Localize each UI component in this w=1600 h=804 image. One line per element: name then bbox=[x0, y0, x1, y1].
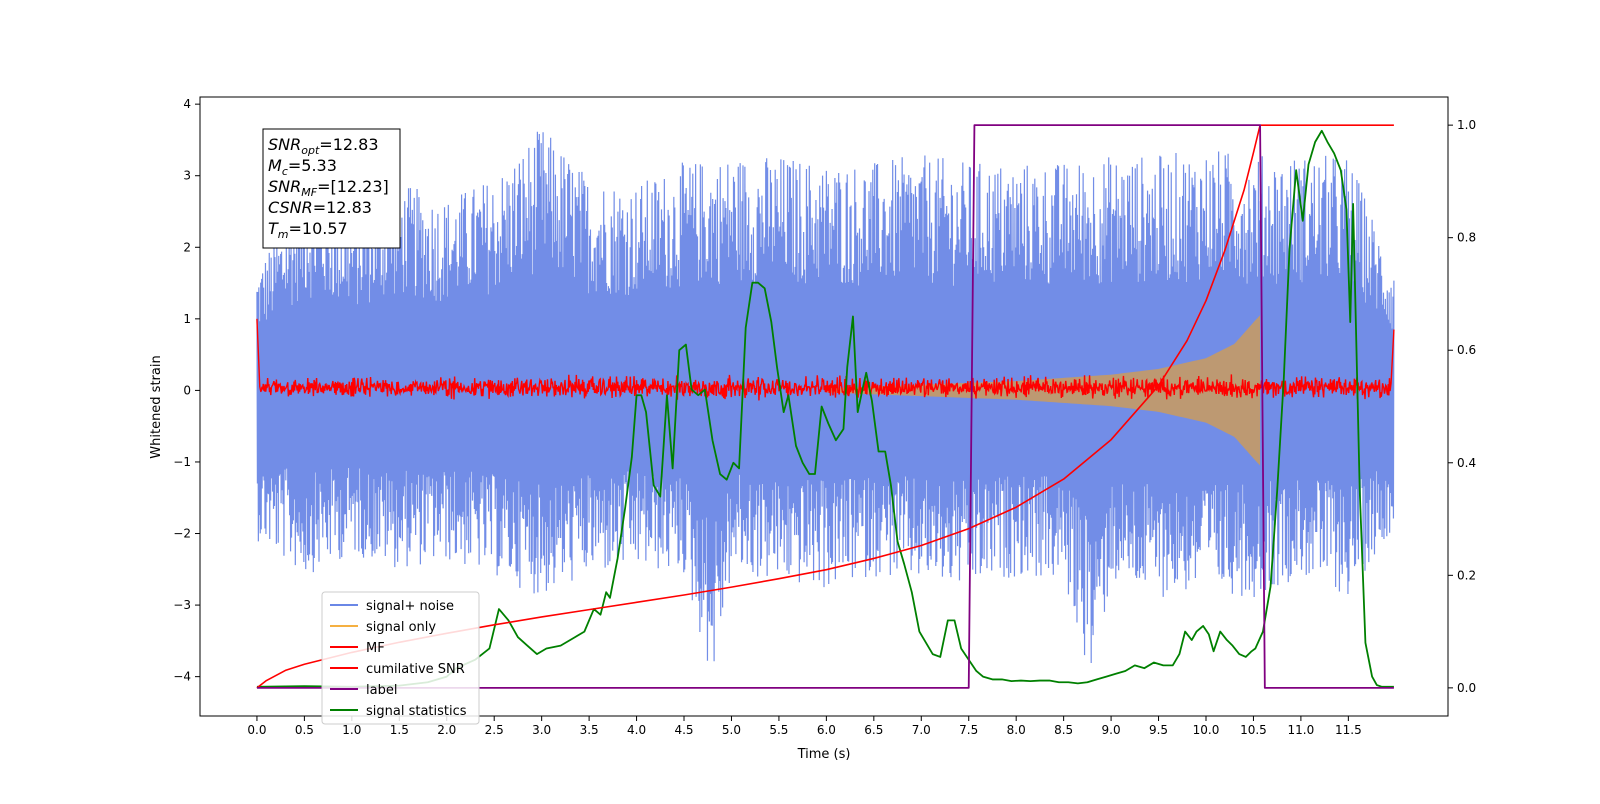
legend-label-mf: MF bbox=[366, 641, 385, 656]
x-tick-label: 10.5 bbox=[1240, 723, 1267, 737]
stats-csnr: CSNR=12.83 bbox=[268, 198, 372, 217]
x-tick-label: 4.0 bbox=[627, 723, 646, 737]
y-axis-label: Whitened strain bbox=[149, 355, 164, 458]
y2-tick-label: 0.4 bbox=[1457, 456, 1476, 470]
x-tick-label: 11.0 bbox=[1288, 723, 1315, 737]
y-tick-label: 4 bbox=[183, 97, 191, 111]
y2-tick-label: 0.0 bbox=[1457, 681, 1476, 695]
stats-mc: Mc=5.33 bbox=[268, 156, 337, 178]
legend-label-label: label bbox=[366, 683, 397, 698]
x-tick-label: 8.0 bbox=[1007, 723, 1026, 737]
legend-frame bbox=[321, 591, 480, 725]
x-tick-label: 5.5 bbox=[769, 723, 788, 737]
legend-label-signal-statistics: signal statistics bbox=[366, 704, 467, 719]
stats-box: SNRopt=12.83 Mc=5.33 SNRMF=[12.23] CSNR=… bbox=[262, 128, 401, 249]
x-tick-label: 2.5 bbox=[485, 723, 504, 737]
x-tick-label: 1.5 bbox=[390, 723, 409, 737]
y2-tick-label: 0.2 bbox=[1457, 568, 1476, 582]
stats-box-frame bbox=[262, 128, 401, 249]
series-signal-noise bbox=[256, 131, 1395, 663]
x-tick-label: 1.0 bbox=[342, 723, 361, 737]
x-tick-label: 7.5 bbox=[959, 723, 978, 737]
x-tick-label: 5.0 bbox=[722, 723, 741, 737]
legend-label-signal-only: signal only bbox=[366, 620, 436, 635]
x-tick-label: 10.0 bbox=[1193, 723, 1220, 737]
x-tick-label: 9.0 bbox=[1102, 723, 1121, 737]
y-tick-label: 3 bbox=[183, 169, 191, 183]
series-mf bbox=[256, 318, 1395, 401]
legend-label-signal-noise: signal+ noise bbox=[366, 599, 454, 614]
x-tick-label: 3.0 bbox=[532, 723, 551, 737]
y-axis-right: 0.0 0.2 0.4 0.6 0.8 1.0 bbox=[1448, 118, 1476, 695]
x-tick-label: 0.0 bbox=[247, 723, 266, 737]
y2-tick-label: 0.6 bbox=[1457, 343, 1476, 357]
stats-snr-opt: SNRopt=12.83 bbox=[268, 135, 379, 157]
axes-frame bbox=[199, 96, 1449, 717]
y-tick-label: 1 bbox=[183, 312, 191, 326]
x-tick-label: 9.5 bbox=[1149, 723, 1168, 737]
y-tick-label: −1 bbox=[173, 455, 191, 469]
x-tick-label: 4.5 bbox=[674, 723, 693, 737]
x-tick-label: 6.5 bbox=[864, 723, 883, 737]
stats-snr-mf: SNRMF=[12.23] bbox=[268, 177, 389, 199]
x-tick-label: 3.5 bbox=[580, 723, 599, 737]
legend-label-cumulative-snr: cumilative SNR bbox=[366, 662, 465, 677]
x-tick-label: 6.0 bbox=[817, 723, 836, 737]
y-tick-label: −2 bbox=[173, 527, 191, 541]
y-tick-label: −4 bbox=[173, 670, 191, 684]
y-tick-label: −3 bbox=[173, 598, 191, 612]
x-tick-label: 0.5 bbox=[295, 723, 314, 737]
x-tick-label: 2.0 bbox=[437, 723, 456, 737]
x-tick-label: 7.0 bbox=[912, 723, 931, 737]
y2-tick-label: 1.0 bbox=[1457, 118, 1476, 132]
series-signal-statistics bbox=[256, 129, 1394, 688]
series-signal-only bbox=[826, 315, 1261, 466]
legend: signal+ noise signal only MF cumilative … bbox=[321, 591, 480, 725]
x-axis: 0.0 0.5 1.0 1.5 2.0 2.5 3.0 3.5 4.0 4.5 5.0 5.5 6.0 6… bbox=[247, 716, 1362, 737]
y-tick-label: 2 bbox=[183, 240, 191, 254]
y-tick-label: 0 bbox=[183, 383, 191, 397]
series-label bbox=[256, 124, 1394, 689]
x-axis-label: Time (s) bbox=[797, 747, 851, 762]
y-axis-left: −4 −3 −2 −1 0 1 2 3 4 bbox=[173, 97, 200, 684]
x-tick-label: 8.5 bbox=[1054, 723, 1073, 737]
y2-tick-label: 0.8 bbox=[1457, 231, 1476, 245]
x-tick-label: 11.5 bbox=[1335, 723, 1362, 737]
stats-tm: Tm=10.57 bbox=[268, 219, 348, 241]
